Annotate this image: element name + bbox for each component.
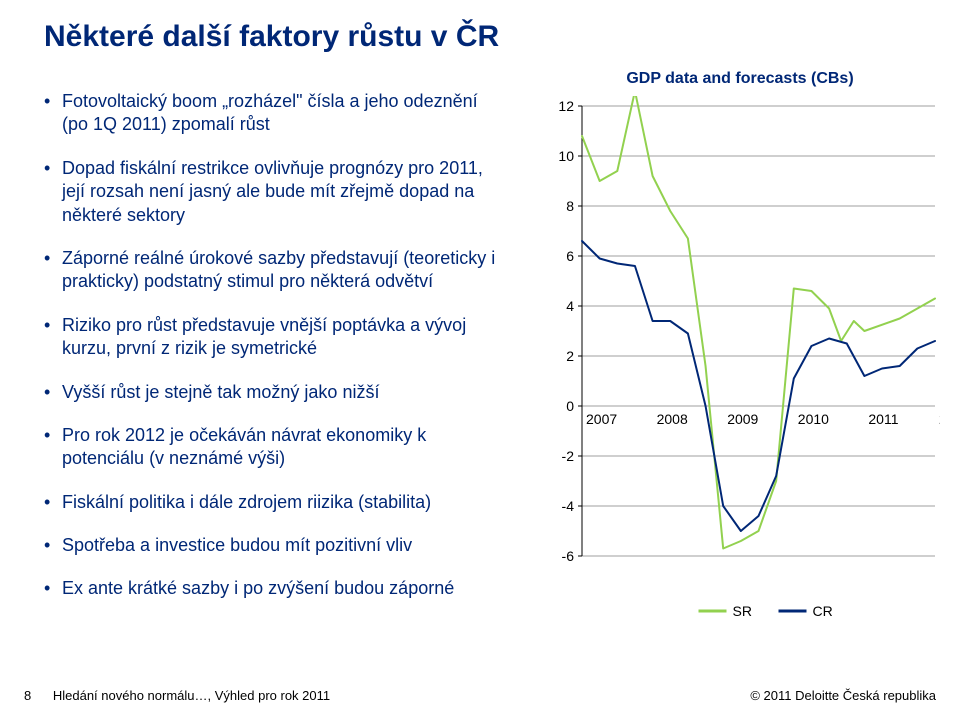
bullet-item: Pro rok 2012 je očekáván návrat ekonomik… bbox=[44, 424, 504, 471]
svg-text:4: 4 bbox=[566, 298, 574, 314]
chart-title: GDP data and forecasts (CBs) bbox=[540, 70, 940, 88]
svg-text:2009: 2009 bbox=[727, 411, 758, 427]
bullet-item: Záporné reálné úrokové sazby představují… bbox=[44, 247, 504, 294]
chart-svg: -6 -4 -2 0 2 4 6 8 10 12 2007 2008 2009 2010 2011 2012 S… bbox=[540, 96, 940, 636]
bullet-item: Spotřeba a investice budou mít pozitivní… bbox=[44, 534, 504, 557]
svg-text:6: 6 bbox=[566, 248, 574, 264]
svg-text:2007: 2007 bbox=[586, 411, 617, 427]
svg-text:-6: -6 bbox=[562, 548, 575, 564]
gdp-chart: GDP data and forecasts (CBs) -6 -4 -2 0 2 4 6 8… bbox=[540, 70, 940, 636]
svg-text:2012: 2012 bbox=[939, 411, 940, 427]
svg-text:10: 10 bbox=[558, 148, 574, 164]
footer: 8 Hledání nového normálu…, Výhled pro ro… bbox=[0, 688, 960, 708]
svg-text:8: 8 bbox=[566, 198, 574, 214]
bullet-list: Fotovoltaický boom „rozházel" čísla a je… bbox=[44, 90, 504, 621]
bullet-item: Dopad fiskální restrikce ovlivňuje progn… bbox=[44, 157, 504, 227]
svg-text:2011: 2011 bbox=[868, 411, 898, 427]
svg-text:SR: SR bbox=[733, 603, 752, 619]
svg-text:CR: CR bbox=[813, 603, 833, 619]
footer-right: © 2011 Deloitte Česká republika bbox=[750, 688, 936, 703]
svg-text:-4: -4 bbox=[562, 498, 575, 514]
bullet-item: Fotovoltaický boom „rozházel" čísla a je… bbox=[44, 90, 504, 137]
svg-text:2008: 2008 bbox=[657, 411, 688, 427]
bullet-item: Fiskální politika i dále zdrojem riizika… bbox=[44, 491, 504, 514]
footer-left: 8 Hledání nového normálu…, Výhled pro ro… bbox=[24, 688, 330, 703]
page-title: Některé další faktory růstu v ČR bbox=[44, 20, 499, 54]
svg-text:-2: -2 bbox=[562, 448, 575, 464]
svg-text:2: 2 bbox=[566, 348, 574, 364]
page-number: 8 bbox=[24, 688, 31, 703]
svg-text:2010: 2010 bbox=[798, 411, 829, 427]
footer-left-text: Hledání nového normálu…, Výhled pro rok … bbox=[53, 688, 330, 703]
bullet-item: Riziko pro růst představuje vnější poptá… bbox=[44, 314, 504, 361]
svg-text:12: 12 bbox=[558, 98, 574, 114]
bullet-item: Vyšší růst je stejně tak možný jako nižš… bbox=[44, 381, 504, 404]
bullet-item: Ex ante krátké sazby i po zvýšení budou … bbox=[44, 577, 504, 600]
svg-text:0: 0 bbox=[566, 398, 574, 414]
